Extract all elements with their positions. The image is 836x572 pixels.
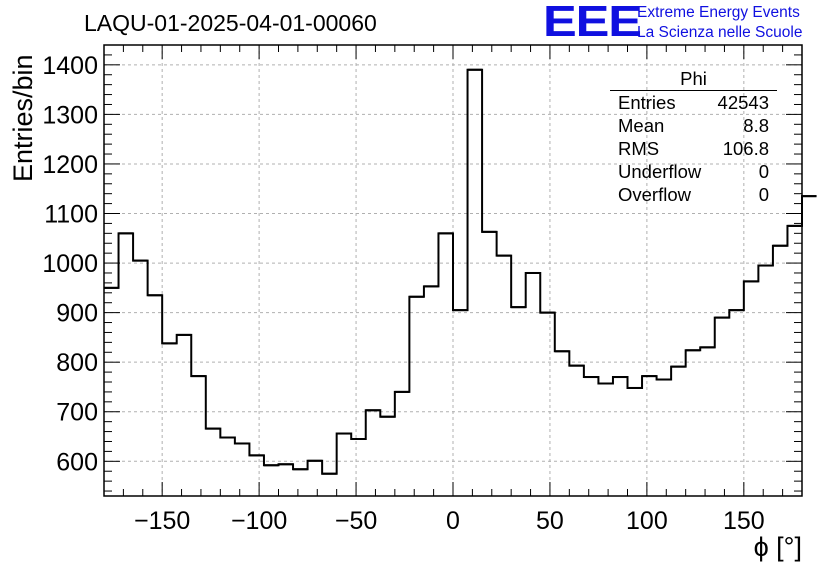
x-tick-label: 150 bbox=[723, 507, 765, 535]
logo-line-2: La Scienza nelle Scuole bbox=[637, 24, 803, 41]
y-tick-label: 1100 bbox=[44, 201, 98, 229]
x-tick-label: 0 bbox=[446, 507, 460, 535]
y-tick-label: 1000 bbox=[42, 250, 98, 278]
stats-title: Phi bbox=[610, 68, 777, 91]
y-tick-label: 1200 bbox=[42, 151, 98, 179]
stats-label: Overflow bbox=[618, 184, 691, 205]
stats-row-overflow: Overflow 0 bbox=[610, 183, 777, 206]
stats-value: 0 bbox=[758, 184, 769, 205]
stats-value: 106.8 bbox=[722, 138, 769, 159]
x-tick-label: −50 bbox=[335, 507, 377, 535]
x-axis-label: ϕ [°] bbox=[753, 532, 802, 562]
y-tick-label: 1300 bbox=[42, 101, 98, 129]
stats-label: Entries bbox=[618, 92, 676, 113]
eee-logo-text: Extreme Energy Events La Scienza nelle S… bbox=[637, 3, 802, 43]
x-tick-label: 50 bbox=[536, 507, 564, 535]
stats-label: RMS bbox=[618, 138, 660, 159]
x-tick-label: −150 bbox=[134, 507, 190, 535]
stats-row-mean: Mean 8.8 bbox=[610, 114, 777, 137]
stats-label: Underflow bbox=[618, 161, 702, 182]
stats-label: Mean bbox=[618, 115, 665, 136]
eee-logo: EEE bbox=[543, 0, 642, 46]
stats-row-rms: RMS 106.8 bbox=[610, 137, 777, 160]
x-tick-label: 100 bbox=[626, 507, 668, 535]
x-tick-label: −100 bbox=[231, 507, 287, 535]
y-tick-label: 1400 bbox=[42, 52, 98, 80]
stats-value: 8.8 bbox=[743, 115, 769, 136]
y-tick-label: 800 bbox=[56, 349, 98, 377]
logo-line-1: Extreme Energy Events bbox=[637, 4, 800, 21]
y-tick-label: 600 bbox=[56, 448, 98, 476]
stats-row-entries: Entries 42543 bbox=[610, 91, 777, 114]
plot-title: LAQU-01-2025-04-01-00060 bbox=[84, 10, 377, 36]
stats-value: 0 bbox=[758, 161, 769, 182]
y-tick-label: 700 bbox=[56, 399, 98, 427]
stats-value: 42543 bbox=[717, 92, 769, 113]
stats-box: Phi Entries 42543 Mean 8.8 RMS 106.8 Und… bbox=[610, 68, 777, 206]
stats-row-underflow: Underflow 0 bbox=[610, 160, 777, 183]
y-axis-label: Entries/bin bbox=[8, 54, 38, 182]
y-tick-label: 900 bbox=[56, 300, 98, 328]
